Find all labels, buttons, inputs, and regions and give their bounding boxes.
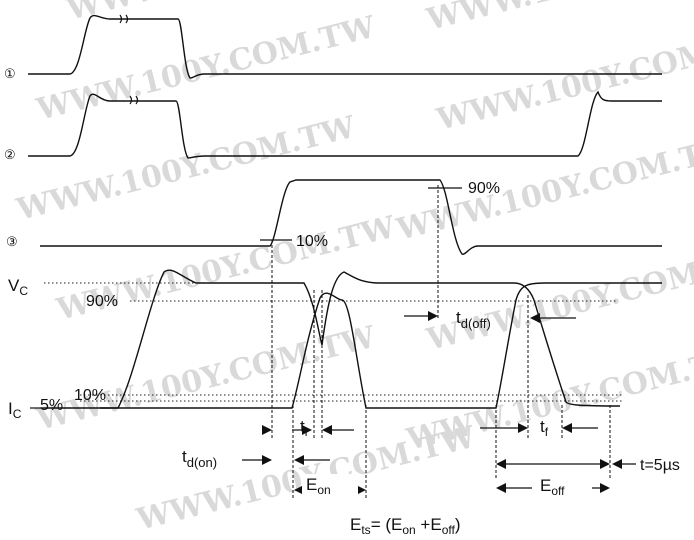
channel-2-label: ② bbox=[4, 147, 16, 162]
eoff-label-bg-2 bbox=[532, 476, 592, 496]
watermark-text: WWW.100Y.COM.TW bbox=[422, 0, 694, 38]
watermark-text: WWW.100Y.COM.TW bbox=[432, 20, 694, 138]
ic-waveform bbox=[44, 282, 662, 409]
pct90-left-label: 90% bbox=[86, 293, 118, 310]
td-off-arrowhead bbox=[530, 313, 540, 323]
waveform-2 bbox=[28, 90, 662, 159]
eoff-arrowhead-left bbox=[496, 459, 506, 469]
channel-1-label: ① bbox=[4, 66, 16, 81]
break-symbol bbox=[119, 14, 129, 24]
period-arrowhead bbox=[612, 459, 622, 469]
channel-3-label: ③ bbox=[6, 234, 18, 249]
eon-arrowhead-left bbox=[294, 485, 304, 495]
period-label: t=5µs bbox=[640, 457, 680, 474]
pct10-mid-label: 10% bbox=[296, 233, 328, 250]
tr-arrowhead bbox=[262, 425, 272, 435]
eoff-label: Eoff bbox=[540, 476, 565, 498]
eoff-arrowhead-right bbox=[600, 459, 610, 469]
ic-label: IC bbox=[8, 399, 22, 421]
vc-label: VC bbox=[8, 276, 28, 298]
pct10-low-label: 10% bbox=[74, 387, 106, 404]
td-on-arrowhead bbox=[262, 455, 272, 465]
tr-label: tr bbox=[300, 417, 309, 439]
eon-arrowhead-right bbox=[356, 485, 366, 495]
td-on-label: td(on) bbox=[182, 447, 217, 470]
break-symbol bbox=[129, 95, 139, 105]
watermark: WWW.100Y.COM.TW WWW.100Y.COM.TW WWW.100Y… bbox=[12, 0, 694, 538]
pct90-top-label: 90% bbox=[468, 180, 500, 197]
tr-arrowhead bbox=[322, 425, 332, 435]
td-off-arrowhead bbox=[428, 311, 438, 321]
energy-formula: Ets= (Eon +Eoff) bbox=[350, 515, 461, 537]
tf-arrowhead bbox=[518, 423, 528, 433]
vc-waveform bbox=[100, 269, 621, 409]
eon-label-bg bbox=[302, 474, 358, 496]
td-off-label: td(off) bbox=[456, 308, 491, 331]
waveform-1 bbox=[28, 14, 662, 79]
tf-arrowhead bbox=[562, 423, 572, 433]
waveform-3 bbox=[40, 179, 662, 255]
eoff-arrowhead-right bbox=[600, 483, 610, 493]
eon-label: Eon bbox=[306, 475, 331, 497]
eoff-arrowhead-left bbox=[496, 483, 506, 493]
tr-arrowhead bbox=[302, 425, 312, 435]
pct5-label: 5% bbox=[40, 397, 63, 414]
td-on-arrowhead bbox=[294, 455, 304, 465]
tf-label: tf bbox=[540, 417, 549, 439]
watermark-text: WWW.100Y.COM.TW bbox=[32, 320, 380, 438]
watermark-text: WWW.100Y.COM.TW bbox=[12, 110, 360, 228]
watermark-text: WWW.100Y.COM.TW bbox=[422, 240, 694, 358]
watermark-text: WWW.100Y.COM.TW bbox=[32, 10, 380, 128]
